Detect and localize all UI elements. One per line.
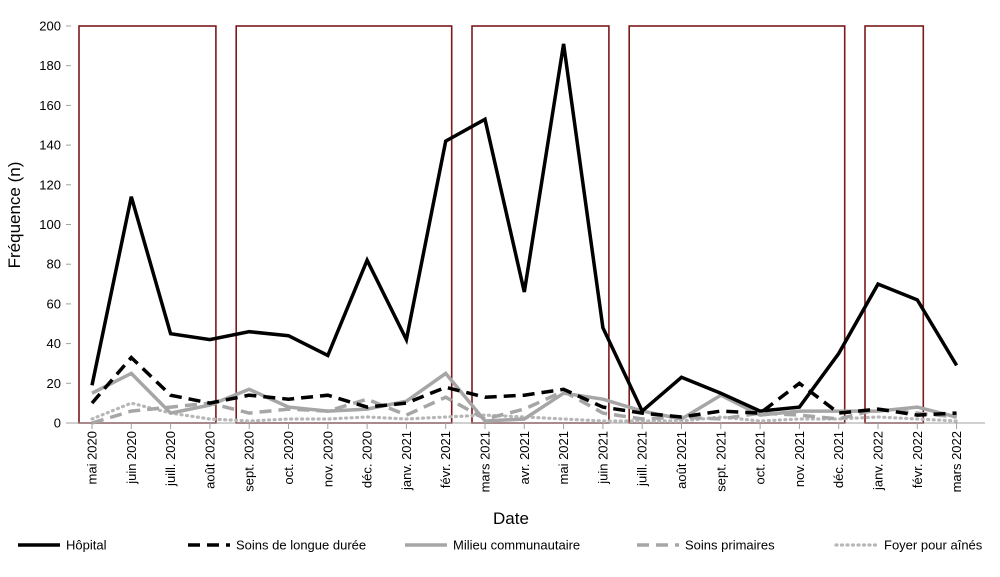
legend-item-5: Foyer pour aînés xyxy=(834,538,983,553)
legend-item-1: Hôpital xyxy=(18,538,107,553)
x-tick-label: sept. 2020 xyxy=(242,431,257,492)
legend-label: Soins primaires xyxy=(685,538,775,553)
series-lines xyxy=(90,43,959,425)
y-tick-label: 140 xyxy=(39,138,61,153)
y-tick-label: 120 xyxy=(39,177,61,192)
highlight-periods xyxy=(78,25,925,424)
legend-item-2: Soins de longue durée xyxy=(188,538,366,553)
series-line-5 xyxy=(90,401,959,423)
x-tick-label: déc. 2020 xyxy=(360,431,375,488)
y-tick-label: 80 xyxy=(47,257,61,272)
series-line-4 xyxy=(91,389,957,425)
legend-label: Milieu communautaire xyxy=(453,538,580,553)
y-tick-label: 40 xyxy=(47,336,61,351)
highlight-period-2 xyxy=(235,25,453,424)
series-line-3 xyxy=(91,371,958,423)
y-axis-ticks: 0 20 40 60 80 100 120 140 160 180 200 xyxy=(39,19,71,431)
highlight-period-4 xyxy=(628,25,846,424)
legend-label: Soins de longue durée xyxy=(236,538,366,553)
legend-label: Foyer pour aînés xyxy=(884,538,983,553)
x-tick-label: oct. 2021 xyxy=(753,431,768,485)
series-line-1 xyxy=(90,43,959,414)
x-tick-label: mai 2021 xyxy=(556,431,571,484)
x-tick-label: août 2021 xyxy=(674,431,689,489)
highlight-period-5 xyxy=(864,25,925,424)
x-tick-label: mars 2021 xyxy=(478,431,493,492)
x-tick-label: oct. 2020 xyxy=(281,431,296,485)
x-tick-label: janv. 2021 xyxy=(399,431,414,491)
legend-label: Hôpital xyxy=(66,538,107,553)
x-tick-label: juin 2020 xyxy=(124,431,139,485)
x-tick-label: mars 2022 xyxy=(949,431,964,492)
x-tick-label: févr. 2021 xyxy=(438,431,453,488)
x-tick-label: juill. 2021 xyxy=(635,431,650,487)
x-tick-label: févr. 2022 xyxy=(910,431,925,488)
x-tick-label: août 2020 xyxy=(202,431,217,489)
x-axis-ticks: mai 2020 juin 2020 juill. 2020 août 2020 sep… xyxy=(85,423,964,492)
y-tick-label: 200 xyxy=(39,19,61,34)
x-tick-label: nov. 2021 xyxy=(792,431,807,487)
series-line-2 xyxy=(90,354,957,419)
x-tick-label: nov. 2020 xyxy=(320,431,335,487)
x-tick-label: janv. 2022 xyxy=(871,431,886,491)
x-tick-label: sept. 2021 xyxy=(713,431,728,492)
legend: Hôpital Soins de longue durée Milieu commu… xyxy=(18,538,983,553)
x-tick-label: juill. 2020 xyxy=(163,431,178,487)
x-tick-label: juin 2021 xyxy=(595,431,610,485)
y-tick-label: 20 xyxy=(47,376,61,391)
y-tick-label: 100 xyxy=(39,217,61,232)
y-tick-label: 60 xyxy=(47,296,61,311)
x-tick-label: avr. 2021 xyxy=(517,431,532,485)
y-tick-label: 160 xyxy=(39,98,61,113)
x-axis-title: Date xyxy=(493,509,529,528)
highlight-period-1 xyxy=(78,25,217,424)
legend-item-3: Milieu communautaire xyxy=(405,538,580,553)
y-tick-label: 0 xyxy=(54,416,61,431)
x-tick-label: mai 2020 xyxy=(85,431,100,484)
legend-item-4: Soins primaires xyxy=(637,538,775,553)
x-tick-label: déc. 2021 xyxy=(831,431,846,488)
y-tick-label: 180 xyxy=(39,58,61,73)
y-axis-title: Fréquence (n) xyxy=(5,162,24,269)
